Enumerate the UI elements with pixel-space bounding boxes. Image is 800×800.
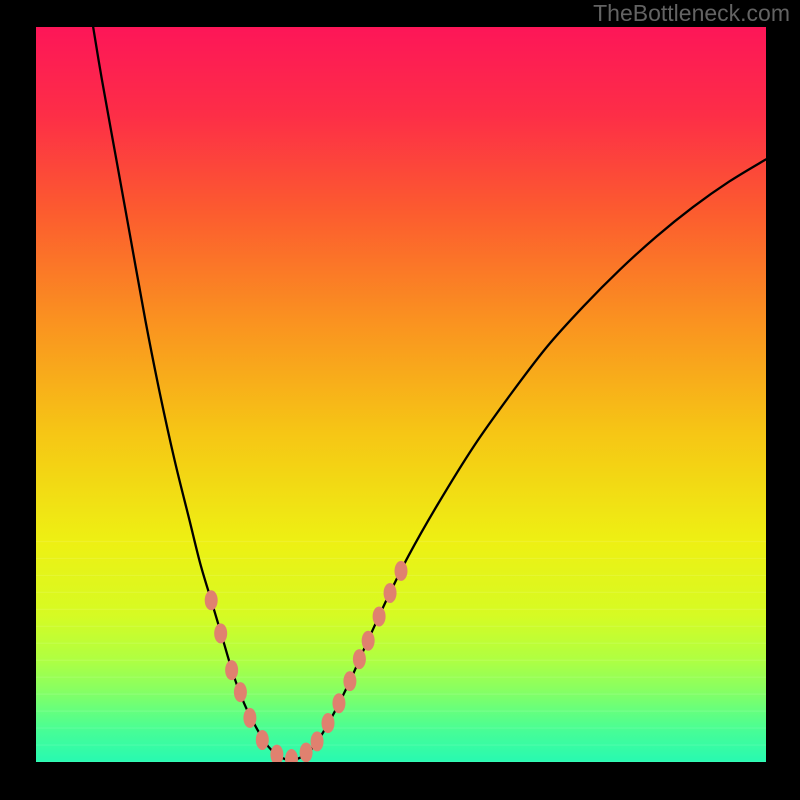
curve-marker	[362, 631, 375, 651]
curve-marker	[322, 713, 335, 733]
curve-marker	[300, 742, 313, 762]
curve-marker	[205, 590, 218, 610]
curve-marker	[353, 649, 366, 669]
curve-marker	[214, 623, 227, 643]
curve-marker	[332, 693, 345, 713]
plot-svg	[36, 27, 766, 762]
gradient-background	[36, 27, 766, 762]
curve-marker	[256, 730, 269, 750]
curve-marker	[373, 606, 386, 626]
curve-marker	[234, 682, 247, 702]
curve-marker	[311, 731, 324, 751]
curve-marker	[343, 671, 356, 691]
curve-marker	[243, 708, 256, 728]
chart-container: TheBottleneck.com	[0, 0, 800, 800]
curve-marker	[384, 583, 397, 603]
curve-marker	[225, 660, 238, 680]
plot-area	[36, 27, 766, 762]
curve-marker	[395, 561, 408, 581]
watermark-label: TheBottleneck.com	[593, 0, 790, 27]
